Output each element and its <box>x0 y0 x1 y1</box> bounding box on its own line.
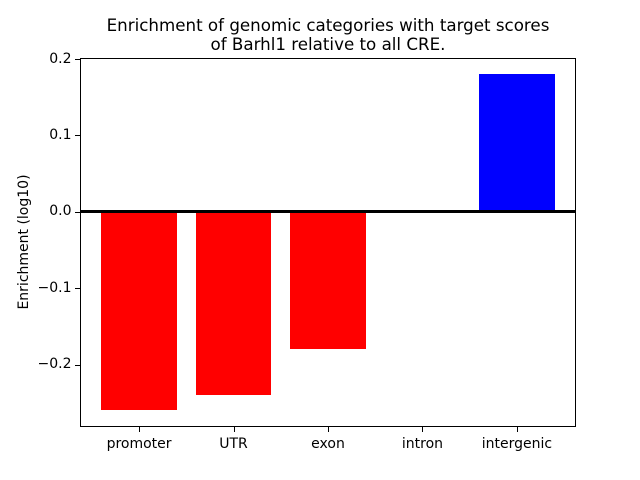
x-tick-intergenic <box>516 427 518 433</box>
bar-intergenic <box>479 74 555 212</box>
x-tick-label-exon: exon <box>311 435 345 452</box>
y-tick-4 <box>75 364 80 366</box>
y-tick-label-0: 0.2 <box>49 50 72 67</box>
chart-title-line-1: Enrichment of genomic categories with ta… <box>106 15 550 36</box>
chart-title: Enrichment of genomic categories with ta… <box>80 16 576 54</box>
y-tick-1 <box>75 135 80 137</box>
zero-line <box>80 210 576 214</box>
x-tick-label-intron: intron <box>401 435 444 452</box>
chart-title-line-2: of Barhl1 relative to all CRE. <box>210 34 446 55</box>
y-tick-label-2: 0.0 <box>49 203 72 220</box>
y-tick-2 <box>75 211 80 213</box>
x-tick-label-UTR: UTR <box>219 435 248 452</box>
x-tick-label-intergenic: intergenic <box>481 435 553 452</box>
x-tick-intron <box>422 427 424 433</box>
y-tick-3 <box>75 288 80 290</box>
y-tick-label-3: −0.1 <box>37 279 72 296</box>
x-tick-UTR <box>233 427 235 433</box>
y-tick-0 <box>75 59 80 61</box>
y-tick-label-4: −0.2 <box>37 356 72 373</box>
x-tick-label-promoter: promoter <box>106 435 172 452</box>
x-tick-exon <box>328 427 329 433</box>
bar-promoter <box>101 211 177 411</box>
x-tick-promoter <box>139 427 141 433</box>
bar-UTR <box>195 211 272 396</box>
y-tick-label-1: 0.1 <box>49 126 72 143</box>
bar-exon <box>290 211 366 350</box>
